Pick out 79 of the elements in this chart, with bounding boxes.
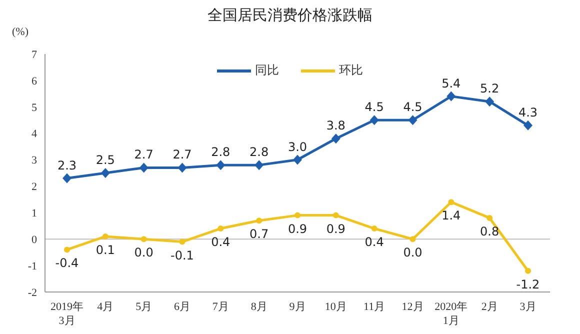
data-label: 1.4	[442, 208, 461, 223]
y-tick-label: 0	[32, 234, 38, 246]
y-tick-label: 1	[32, 208, 37, 220]
data-label: 3.8	[326, 118, 346, 133]
point	[178, 162, 187, 173]
point	[486, 214, 493, 221]
point	[410, 236, 416, 242]
x-tick-label: 6月	[174, 301, 190, 313]
y-tick-label: 3	[32, 154, 38, 167]
data-label: 0.4	[364, 235, 384, 250]
point	[256, 218, 262, 224]
data-label: 2.7	[134, 148, 154, 162]
data-label: 2.8	[250, 145, 269, 160]
point	[100, 168, 110, 178]
x-tick-label: 2月	[481, 301, 498, 313]
y-tick-label: 6	[32, 75, 38, 88]
point	[448, 199, 454, 206]
data-label: 4.3	[518, 105, 538, 120]
y-tick-label: 7	[32, 48, 38, 61]
y-tick-label: -2	[28, 286, 37, 299]
data-label: -0.4	[55, 256, 79, 270]
point	[294, 212, 300, 218]
data-label: 2.8	[211, 145, 230, 160]
data-label: 4.5	[364, 100, 384, 114]
data-label: 0.7	[250, 227, 269, 242]
x-tick-label: 5月	[136, 301, 152, 313]
data-label: -0.1	[170, 248, 194, 262]
data-label: 0.1	[96, 242, 115, 257]
data-label: 3.0	[288, 140, 308, 154]
data-label: 5.2	[480, 82, 500, 96]
data-label: 0.8	[480, 224, 500, 238]
data-label: 0.9	[326, 222, 346, 236]
legend-label: 环比	[339, 62, 363, 79]
x-tick-label: 12月	[402, 301, 424, 313]
point	[216, 160, 226, 170]
x-tick-label: 4月	[97, 301, 114, 313]
y-tick-label: -1	[28, 260, 37, 272]
point	[140, 236, 147, 242]
point	[218, 226, 224, 232]
x-tick-label: 10月	[324, 301, 347, 313]
point	[102, 233, 108, 240]
point	[370, 115, 379, 126]
point	[254, 160, 264, 170]
x-tick-label: 2019年 3月	[50, 301, 84, 327]
x-tick-label: 2020年 1月	[434, 301, 468, 327]
point	[331, 134, 340, 144]
point	[332, 212, 339, 218]
data-label: 0.4	[211, 235, 230, 250]
point	[525, 268, 531, 274]
chart-title: 全国居民消费价格涨跌幅	[206, 6, 374, 25]
point	[446, 91, 456, 102]
y-tick-label: 4	[32, 128, 38, 140]
x-tick-label: 8月	[250, 301, 268, 313]
y-tick-label: 5	[32, 102, 38, 114]
data-label: 0.9	[288, 222, 308, 236]
x-tick-label: 7月	[212, 301, 229, 313]
point	[139, 162, 148, 173]
point	[371, 226, 378, 232]
data-label: 2.5	[96, 153, 115, 167]
y-tick-label: 2	[32, 181, 37, 194]
legend-label: 同比	[255, 62, 279, 79]
y-axis-title: (%)	[12, 26, 28, 38]
data-label: 2.7	[172, 148, 192, 162]
point	[179, 238, 186, 245]
x-tick-label: 11月	[364, 301, 386, 313]
point	[62, 173, 72, 184]
data-label: 2.3	[57, 158, 77, 172]
data-label: 0.0	[134, 246, 154, 260]
data-label: 0.0	[403, 246, 422, 260]
data-label: 5.4	[442, 76, 461, 90]
point	[485, 96, 494, 107]
point	[524, 120, 532, 130]
x-tick-label: 9月	[289, 301, 306, 313]
point	[64, 246, 70, 253]
x-tick-label: 3月	[520, 301, 536, 313]
point	[293, 154, 302, 165]
data-label: -1.2	[516, 277, 540, 292]
data-label: 4.5	[403, 100, 422, 114]
point	[408, 115, 418, 126]
